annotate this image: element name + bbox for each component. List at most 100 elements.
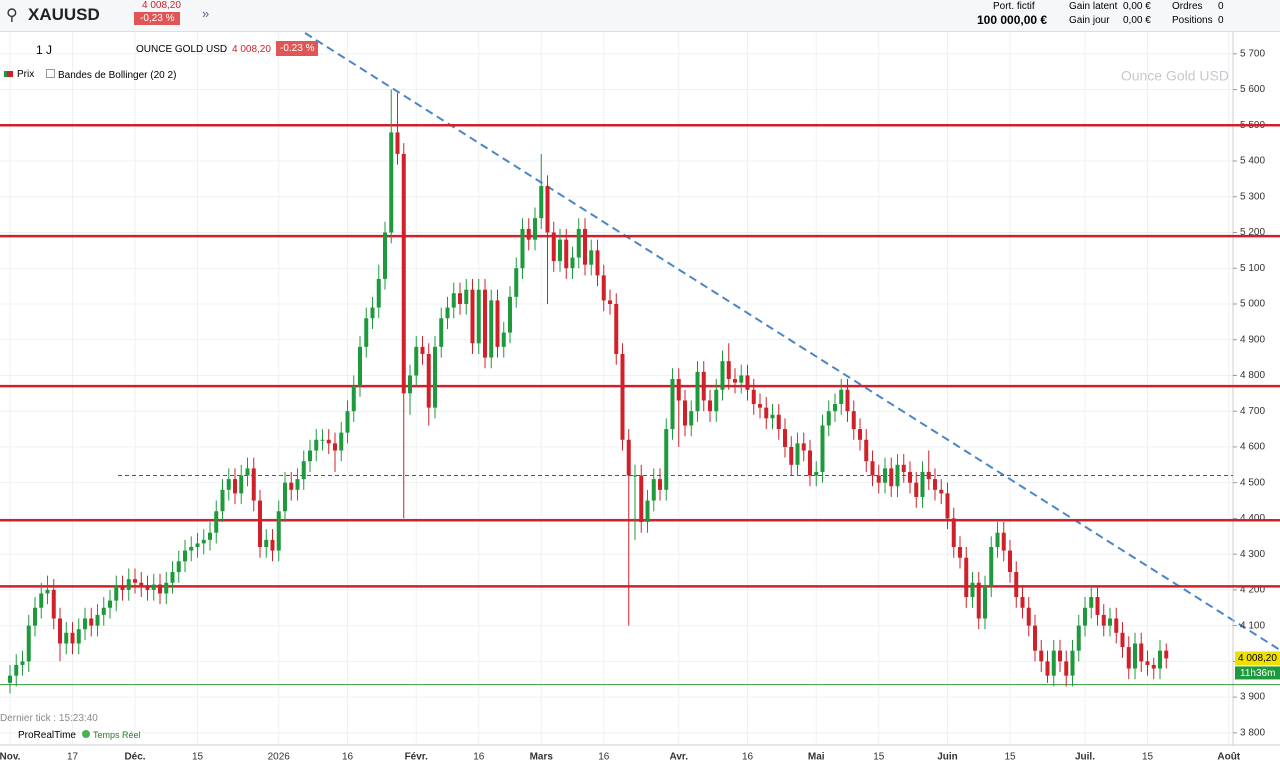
candle-body	[333, 443, 337, 451]
candle-body	[289, 482, 294, 490]
candle-body	[833, 404, 837, 412]
candle-body	[526, 228, 531, 240]
candle-body	[101, 607, 106, 615]
candle-body	[220, 489, 225, 512]
candle-body	[695, 371, 700, 412]
candle-body	[39, 593, 44, 608]
candle-body	[395, 132, 400, 154]
candle-body	[408, 375, 412, 394]
candle-body	[814, 471, 819, 476]
candle-body	[533, 218, 537, 240]
candle-body	[1033, 625, 1037, 651]
period[interactable]: 1 J	[36, 43, 53, 57]
candle-body	[1158, 650, 1162, 669]
instrument: OUNCE GOLD USD	[136, 44, 228, 55]
candle-body	[883, 468, 887, 483]
candle-body	[876, 475, 881, 483]
y-tick-label: 4 700	[1240, 406, 1265, 417]
candle-body	[376, 278, 381, 308]
day-gain-label: Gain jour	[1069, 15, 1110, 26]
candle-body	[164, 582, 169, 594]
candle-body	[70, 632, 75, 644]
candle-body	[845, 389, 850, 412]
portfolio-value: 100 000,00 €	[977, 13, 1048, 27]
legend-indicator[interactable]: Bandes de Bollinger (20 2)	[46, 69, 176, 81]
candle-body	[320, 439, 325, 441]
candle-body	[508, 296, 512, 333]
y-tick-label: 4 500	[1240, 477, 1265, 488]
candle-body	[201, 539, 206, 544]
x-tick-label: Mars	[530, 752, 554, 763]
candle-body	[1095, 597, 1100, 615]
candle-body	[801, 443, 806, 451]
y-tick-label: 3 900	[1240, 692, 1265, 703]
y-tick-label: 5 000	[1240, 299, 1265, 310]
candle-body	[208, 532, 212, 540]
candle-body	[951, 518, 956, 548]
candle-body	[1039, 650, 1044, 662]
change: -0,23 %	[134, 12, 181, 25]
candle-body	[58, 618, 62, 644]
candle-body	[583, 228, 587, 265]
portfolio-label: Port. fictif	[993, 1, 1035, 12]
price: 4 008,20	[142, 0, 181, 11]
x-tick-label: Avr.	[669, 752, 688, 763]
x-tick-label: Août	[1217, 752, 1240, 763]
candle-body	[889, 468, 894, 487]
candle-body	[514, 268, 519, 297]
candle-body	[595, 250, 600, 276]
candle-body	[614, 303, 619, 355]
candle-body	[1076, 625, 1081, 651]
search-icon[interactable]: ⚲	[6, 7, 18, 24]
legend-price[interactable]: Prix	[4, 69, 34, 80]
candle-body	[176, 561, 181, 573]
candle-body	[989, 547, 994, 587]
candle-body	[1058, 650, 1062, 662]
candle-body	[283, 482, 287, 512]
candle-body	[770, 414, 775, 419]
candle-body	[351, 386, 356, 412]
candle-body	[895, 464, 900, 487]
y-tick-label: 4 600	[1240, 442, 1265, 453]
candle-body	[820, 425, 825, 472]
candle-body	[570, 257, 575, 269]
candle-body	[551, 232, 556, 262]
candle-body	[483, 289, 487, 358]
x-tick-label: Févr.	[405, 752, 429, 763]
candle-body	[564, 239, 569, 269]
candle-body	[983, 586, 987, 619]
candle-body	[108, 600, 112, 608]
x-tick-label: Juil.	[1075, 752, 1095, 763]
candle-body	[645, 500, 650, 522]
candle-body	[295, 479, 300, 490]
candle-body	[451, 293, 456, 308]
candle-body	[1001, 532, 1006, 551]
candle-body	[939, 489, 944, 494]
unrealized-value: 0,00 €	[1123, 1, 1151, 12]
toolbar-price: 4 008,20	[232, 44, 271, 55]
x-tick-label: 15	[192, 752, 204, 763]
candle-body	[864, 439, 869, 462]
candle-body	[89, 618, 94, 626]
candle-body	[264, 539, 269, 548]
candle-body	[1120, 632, 1125, 648]
candle-body	[739, 375, 744, 383]
candle-body	[626, 439, 631, 476]
candle-body	[708, 400, 712, 412]
candle-body	[308, 450, 312, 462]
candle-body	[789, 446, 794, 465]
x-tick-label: Nov.	[0, 752, 21, 763]
expand[interactable]: »	[202, 6, 210, 21]
candle-body	[358, 346, 362, 387]
candle-body	[1108, 618, 1112, 626]
realtime: Temps Réel	[82, 730, 141, 740]
y-tick-label: 4 900	[1240, 334, 1265, 345]
price-tag: 4 008,20	[1238, 653, 1277, 664]
candle-body	[495, 300, 500, 347]
realtime-text: Temps Réel	[93, 730, 141, 740]
candle-body	[501, 332, 506, 347]
y-tick-label: 5 600	[1240, 84, 1265, 95]
x-tick-label: 2026	[268, 752, 291, 763]
candle-body	[1133, 643, 1137, 669]
symbol[interactable]: XAUUSD	[28, 5, 100, 24]
